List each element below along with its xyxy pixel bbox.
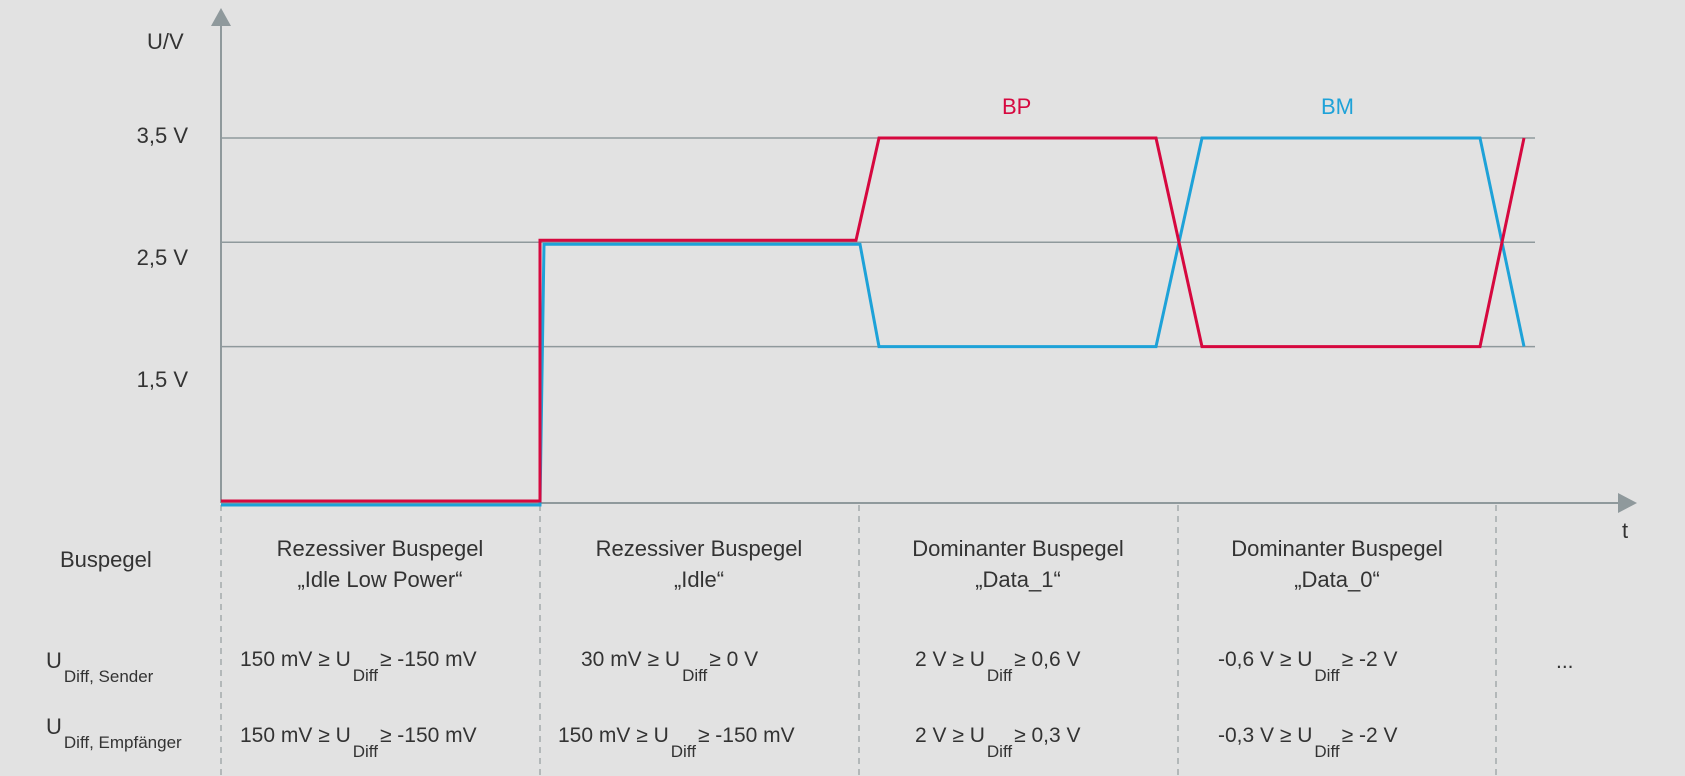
row-header-u-diff-sender: UDiff, Sender <box>46 648 154 686</box>
col-3-sender: 2 V ≥ UDiff≥ 0,6 V <box>915 648 1081 685</box>
col-1-empfaenger: 150 mV ≥ UDiff≥ -150 mV <box>240 724 477 761</box>
col-2-empfaenger: 150 mV ≥ UDiff≥ -150 mV <box>558 724 795 761</box>
bp-label: BP <box>1002 94 1032 119</box>
bm-signal-line <box>221 136 1526 507</box>
grid-lines <box>221 137 1535 348</box>
column-dividers <box>220 505 1497 776</box>
row-header-buspegel: Buspegel <box>60 547 152 572</box>
col-1-title: Rezessiver Buspegel „Idle Low Power“ <box>276 536 484 592</box>
x-axis-title: t <box>1622 518 1629 543</box>
col-1-sender: 150 mV ≥ UDiff≥ -150 mV <box>240 648 477 685</box>
col-3-empfaenger: 2 V ≥ UDiff≥ 0,3 V <box>915 724 1081 761</box>
col-4-sender: -0,6 V ≥ UDiff≥ -2 V <box>1218 648 1398 685</box>
bm-label: BM <box>1321 94 1354 119</box>
y-tick-2-5: 2,5 V <box>136 245 188 270</box>
axes <box>211 8 1637 513</box>
y-tick-3-5: 3,5 V <box>136 123 188 148</box>
col-3-title: Dominanter Buspegel „Data_1“ <box>912 536 1124 592</box>
col-4-empfaenger: -0,3 V ≥ UDiff≥ -2 V <box>1218 724 1398 761</box>
col-2-title: Rezessiver Buspegel „Idle“ <box>595 536 803 592</box>
col-4-title: Dominanter Buspegel „Data_0“ <box>1231 536 1443 592</box>
col-2-sender: 30 mV ≥ UDiff≥ 0 V <box>581 648 759 685</box>
row-header-u-diff-empfaenger: UDiff, Empfänger <box>46 714 182 752</box>
y-axis-title: U/V <box>147 29 184 54</box>
ellipsis: ... <box>1556 650 1574 673</box>
y-tick-1-5: 1,5 V <box>136 367 188 392</box>
x-axis-arrow <box>1618 493 1637 513</box>
y-axis-arrow <box>211 8 231 26</box>
bp-signal-line <box>221 136 1526 503</box>
